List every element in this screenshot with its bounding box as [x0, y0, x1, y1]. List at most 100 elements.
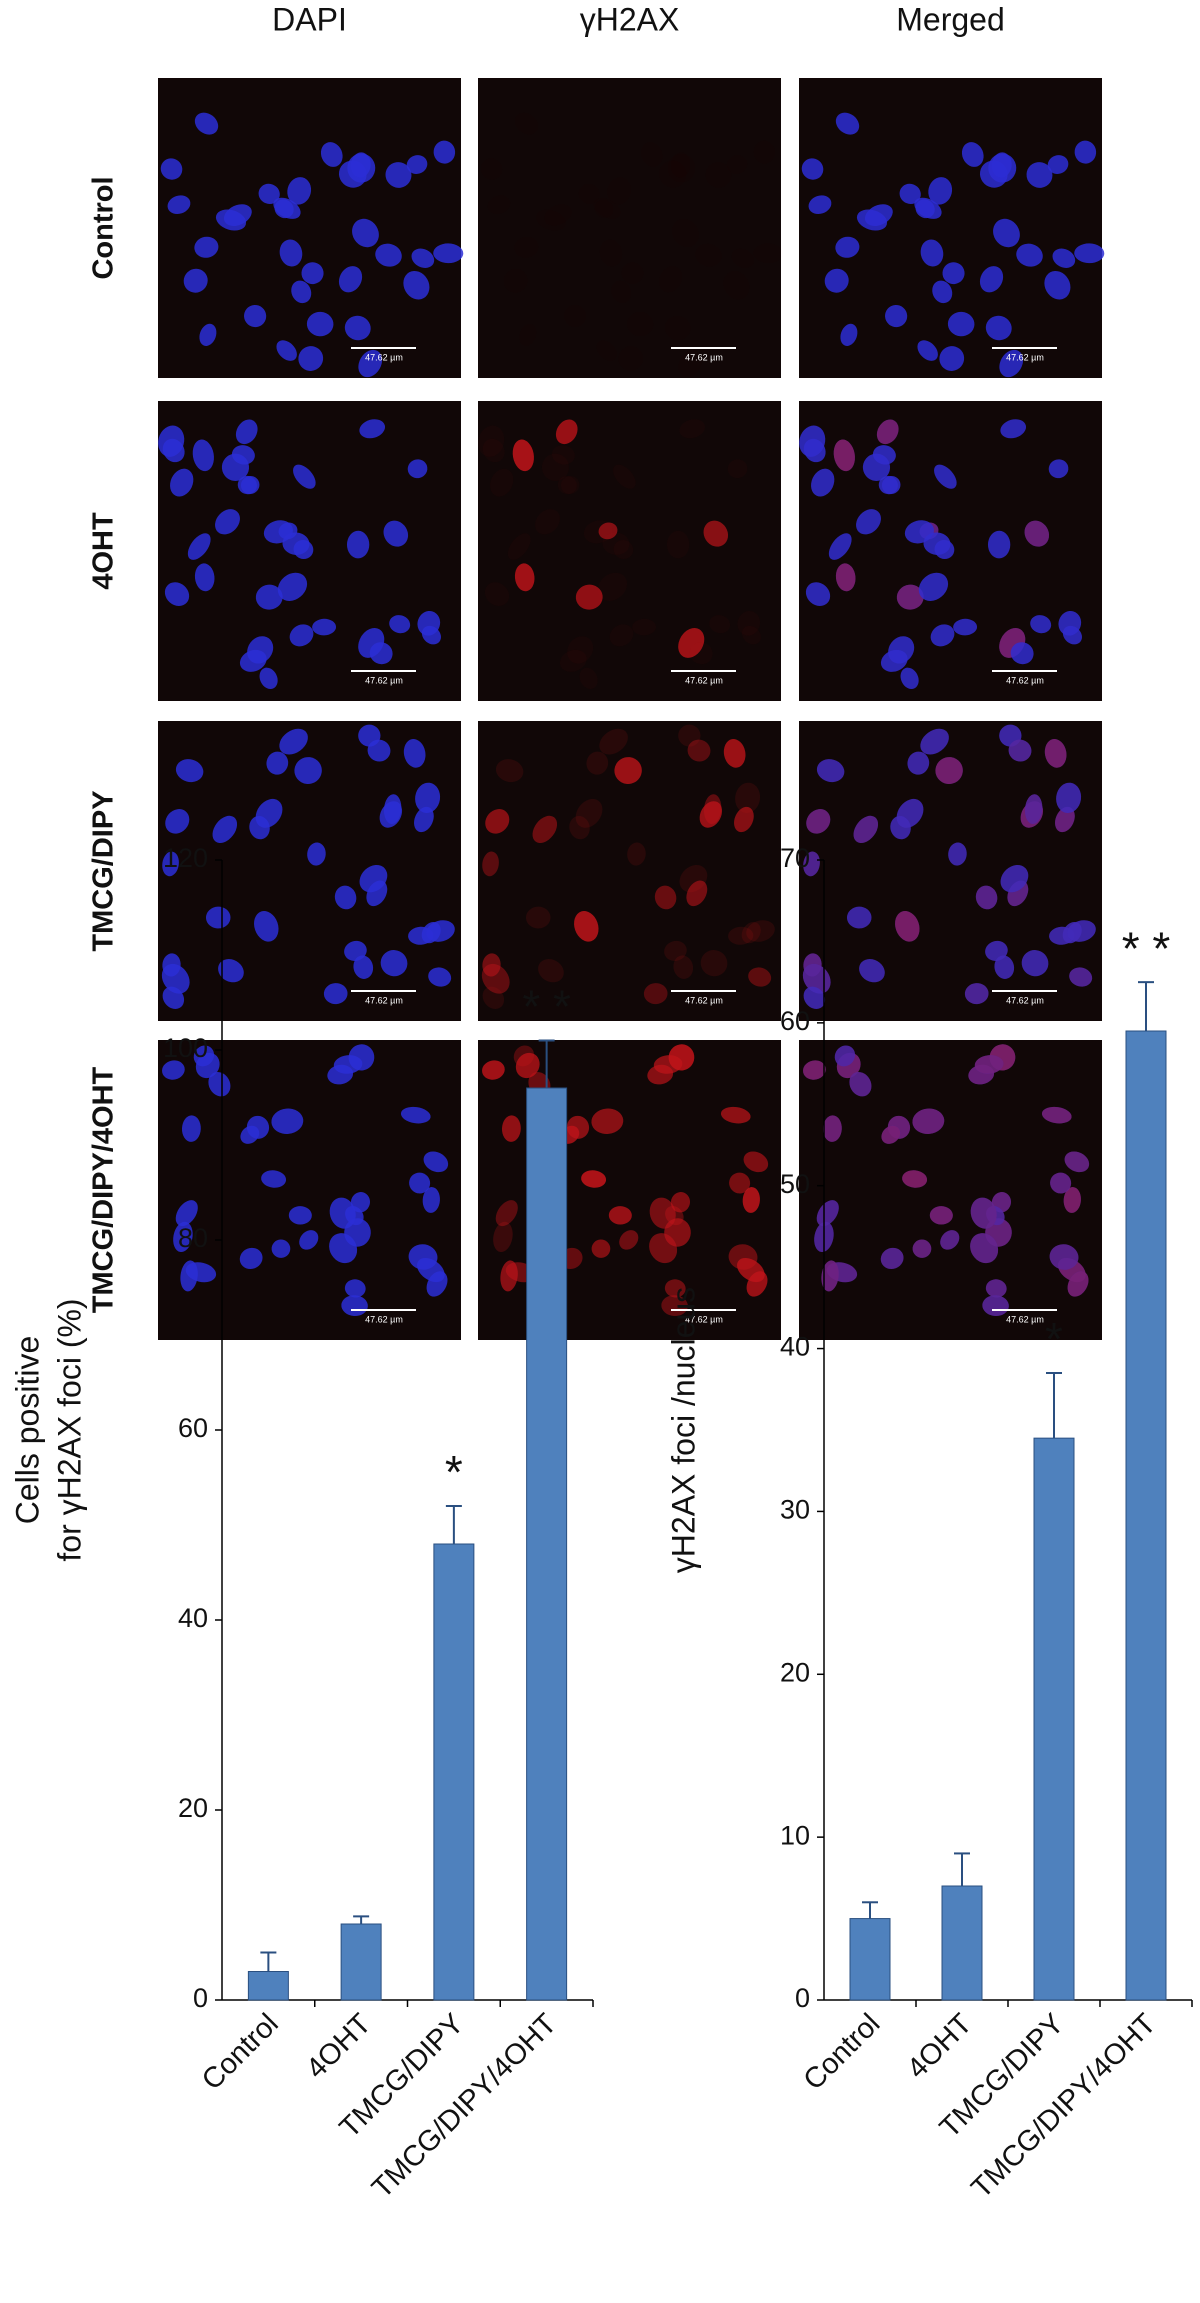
foci: [649, 1197, 676, 1229]
foci: [653, 1055, 683, 1074]
foci: [482, 851, 499, 877]
nucleus: [816, 1200, 839, 1227]
x-tick-label: Control: [196, 2008, 285, 2097]
foci: [994, 955, 1015, 979]
nucleus: [306, 311, 334, 337]
foci: [1063, 1187, 1081, 1213]
nucleus: [193, 1045, 215, 1067]
y-tick-label: 120: [163, 843, 208, 873]
nucleus: [298, 346, 324, 371]
bar: [247, 1971, 289, 2001]
foci: [586, 751, 609, 775]
nucleus: [271, 1239, 291, 1258]
nucleus: [312, 618, 337, 636]
foci: [574, 910, 599, 942]
foci: [835, 563, 856, 592]
foci: [948, 842, 967, 866]
x-tick-label: TMCG/DIPY/4OHT: [965, 2008, 1162, 2205]
foci: [591, 1108, 624, 1134]
nucleus: [162, 1060, 185, 1080]
nucleus: [299, 1230, 319, 1250]
foci: [654, 885, 677, 910]
nucleus: [999, 349, 1024, 378]
significance-label: * *: [1122, 922, 1171, 974]
y-tick-label: 30: [780, 1495, 810, 1525]
foci: [673, 955, 694, 979]
nucleus: [344, 1279, 366, 1298]
nucleus: [821, 1260, 839, 1292]
bar: [340, 1923, 382, 2001]
nucleus: [940, 1230, 960, 1250]
foci: [678, 724, 701, 747]
nucleus: [164, 582, 190, 607]
nucleus: [369, 642, 393, 665]
nucleus: [183, 268, 208, 293]
nucleus: [934, 464, 957, 489]
nucleus: [403, 739, 426, 768]
foci: [859, 959, 885, 983]
nucleus: [803, 986, 826, 1010]
x-tick-label: 4OHT: [901, 2008, 979, 2086]
foci: [881, 1125, 901, 1144]
nucleus: [338, 266, 363, 293]
foci: [679, 864, 708, 893]
micrograph: 47.62 µm: [478, 401, 781, 701]
y-axis-label: Cells positive: [9, 1336, 45, 1525]
nucleus: [1067, 920, 1096, 942]
foci: [720, 1106, 751, 1124]
scale-bar-label: 47.62 µm: [365, 995, 403, 1005]
nucleus: [359, 419, 386, 439]
nucleus: [244, 304, 267, 328]
nucleus: [985, 315, 1012, 341]
y-tick-label: 60: [178, 1413, 208, 1443]
micrograph: 47.62 µm: [799, 1040, 1102, 1340]
nucleus: [359, 864, 388, 893]
micrograph: 47.62 µm: [158, 78, 464, 378]
nucleus: [380, 950, 408, 977]
nucleus: [333, 1055, 363, 1074]
nucleus: [307, 842, 326, 866]
nucleus: [194, 563, 215, 592]
micrograph: 47.62 µm: [799, 401, 1102, 701]
nucleus: [293, 464, 316, 489]
nucleus: [415, 782, 441, 814]
nucleus: [805, 582, 831, 607]
foci: [974, 1055, 1004, 1074]
foci: [746, 1271, 768, 1297]
nucleus: [993, 218, 1020, 248]
nucleus: [991, 152, 1012, 178]
foci: [485, 809, 510, 834]
nucleus: [1058, 610, 1082, 636]
foci: [1056, 782, 1082, 814]
foci: [876, 419, 899, 445]
x-tick-label: TMCG/DIPY/4OHT: [366, 2008, 563, 2205]
nucleus: [835, 236, 860, 258]
foci: [482, 953, 501, 977]
nucleus: [1041, 1106, 1072, 1124]
nucleus: [808, 195, 832, 215]
y-tick-label: 20: [780, 1657, 810, 1687]
nucleus: [167, 195, 191, 215]
nucleus: [417, 610, 441, 636]
nucleus: [881, 1125, 901, 1144]
nucleus: [411, 248, 435, 268]
nucleus: [162, 986, 185, 1010]
foci: [970, 1197, 997, 1229]
foci: [822, 1115, 842, 1142]
foci: [1064, 1151, 1090, 1173]
foci: [598, 522, 618, 540]
nucleus: [358, 349, 383, 378]
nucleus: [803, 851, 820, 877]
foci: [1049, 1244, 1079, 1270]
row-label: TMCG/DIPY: [88, 790, 120, 951]
bar: [433, 1543, 475, 2001]
nucleus: [961, 142, 984, 167]
foci: [1041, 1106, 1072, 1124]
nucleus: [932, 280, 953, 304]
nucleus: [406, 155, 428, 174]
foci: [512, 439, 534, 472]
y-tick-label: 60: [780, 1006, 810, 1036]
foci: [912, 1239, 932, 1258]
nucleus: [859, 959, 885, 983]
foci: [723, 739, 746, 768]
